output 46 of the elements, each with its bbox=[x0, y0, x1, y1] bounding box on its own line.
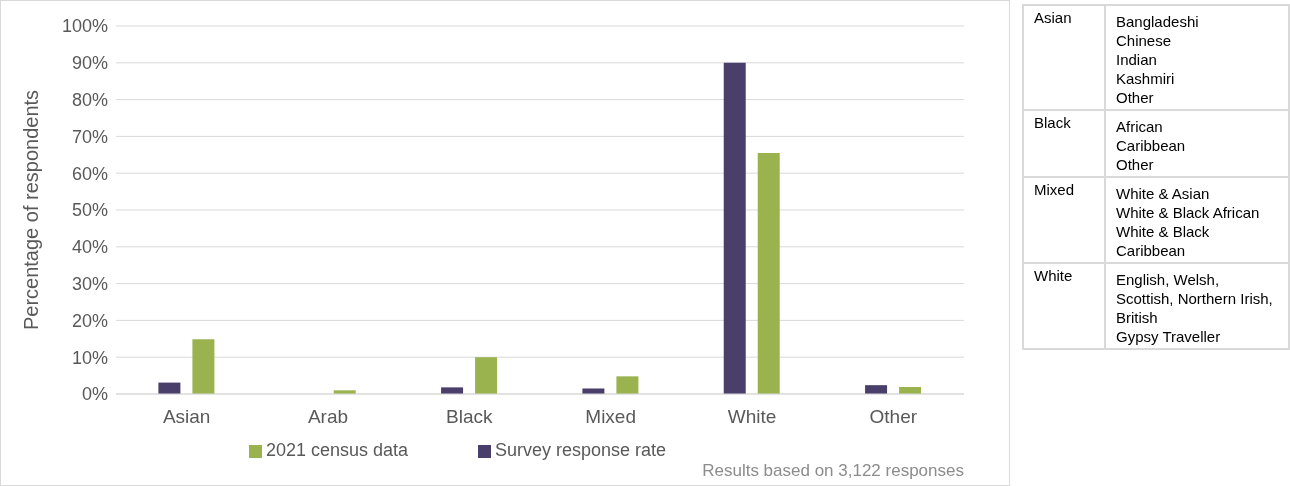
bar bbox=[865, 385, 888, 394]
category-label: Black bbox=[1023, 110, 1105, 177]
bar bbox=[723, 62, 746, 394]
category-label: White bbox=[1023, 263, 1105, 349]
bar bbox=[757, 152, 780, 394]
text: Indian bbox=[1116, 51, 1157, 68]
bar bbox=[616, 376, 639, 394]
y-tick-label: 70% bbox=[71, 126, 108, 147]
text: White & Asian bbox=[1116, 185, 1210, 202]
y-tick-label: 100% bbox=[61, 16, 108, 37]
x-tick-label: Other bbox=[869, 406, 918, 428]
category-label: Asian bbox=[1023, 5, 1105, 110]
x-tick-label: Mixed bbox=[585, 406, 637, 428]
y-tick-label: 90% bbox=[71, 53, 108, 74]
text: Chinese bbox=[1116, 32, 1172, 49]
x-tick-label: Arab bbox=[307, 406, 349, 428]
x-tick-label: Asian bbox=[162, 406, 211, 428]
y-tick-label: 50% bbox=[71, 200, 108, 221]
bar bbox=[475, 357, 498, 394]
bar bbox=[441, 387, 464, 394]
text: English, Welsh, Scottish, Northern Irish, British bbox=[1116, 271, 1273, 326]
text: Results based on 3,122 responses bbox=[702, 461, 964, 481]
y-tick-label: 80% bbox=[71, 89, 108, 110]
text: Caribbean bbox=[1116, 137, 1186, 154]
text: Other bbox=[1116, 156, 1154, 173]
x-tick-label: Black bbox=[446, 406, 494, 428]
text: Other bbox=[1116, 89, 1154, 106]
y-tick-label: 20% bbox=[71, 310, 108, 331]
legend-label: Survey response rate bbox=[495, 440, 667, 460]
legend-label: 2021 census data bbox=[265, 440, 409, 460]
y-tick-label: 0% bbox=[81, 384, 108, 405]
text: African bbox=[1116, 118, 1163, 135]
y-axis-title: Percentage of respondents bbox=[20, 89, 43, 331]
text: White & Black Caribbean bbox=[1116, 223, 1210, 259]
bar bbox=[582, 388, 605, 394]
y-tick-label: 60% bbox=[71, 163, 108, 184]
text: Bangladeshi bbox=[1116, 13, 1199, 30]
y-tick-label: 30% bbox=[71, 273, 108, 294]
bar bbox=[192, 339, 215, 394]
y-tick-label: 10% bbox=[71, 347, 108, 368]
y-tick-label: 40% bbox=[71, 237, 108, 258]
text: White & Black African bbox=[1116, 204, 1260, 221]
x-tick-label: White bbox=[727, 406, 777, 428]
text: Gypsy Traveller bbox=[1116, 328, 1221, 345]
category-label: Mixed bbox=[1023, 177, 1105, 263]
text: Kashmiri bbox=[1116, 70, 1175, 87]
